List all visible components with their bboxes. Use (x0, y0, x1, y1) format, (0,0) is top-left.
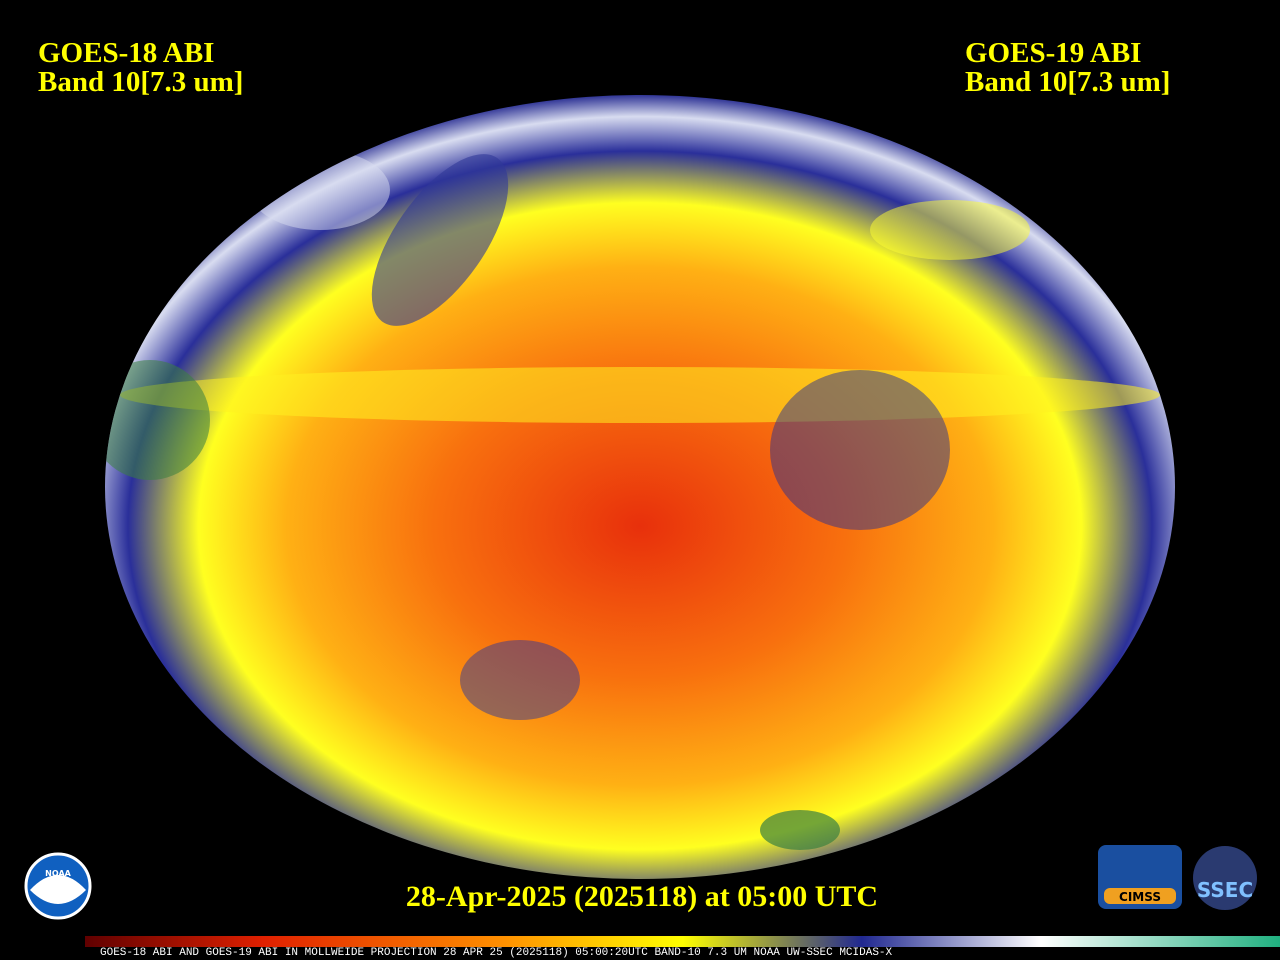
left-label: GOES-18 ABI (38, 37, 214, 69)
right-label: Band 10[7.3 um] (965, 66, 1170, 98)
timestamp: 28-Apr-2025 (2025118) at 05:00 UTC (406, 880, 878, 913)
cloud-features (105, 150, 1160, 850)
noaa-text: NOAA (45, 869, 71, 878)
noaa-logo: NOAA (24, 852, 92, 920)
ssec-logo: SSEC (1193, 846, 1257, 910)
cimss-text: CIMSS (1119, 890, 1161, 904)
color-bar (85, 936, 1280, 947)
ssec-text: SSEC (1197, 878, 1253, 902)
footer-caption: GOES-18 ABI AND GOES-19 ABI IN MOLLWEIDE… (100, 947, 893, 959)
cimss-logo: CIMSS (1098, 845, 1182, 909)
left-label: Band 10[7.3 um] (38, 66, 243, 98)
right-label: GOES-19 ABI (965, 37, 1141, 69)
